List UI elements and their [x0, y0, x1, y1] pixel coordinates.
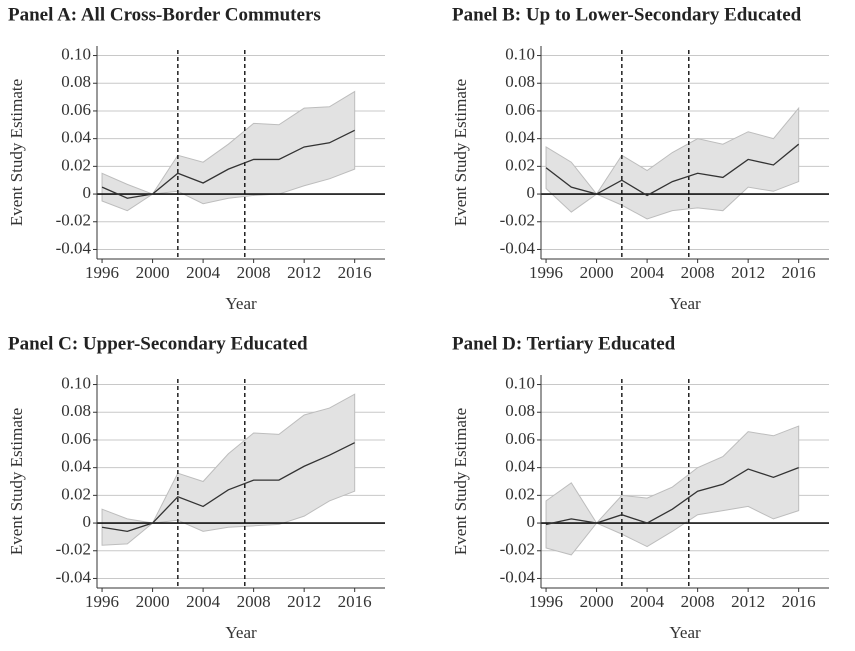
y-tick-label: 0	[83, 183, 92, 202]
y-tick-label: 0.04	[61, 128, 91, 147]
x-tick-label: 2004	[186, 592, 221, 611]
panel: Panel D: Tertiary Educated 0.10 0.08 0.06 0.…	[451, 333, 829, 642]
y-tick-label: 0	[527, 512, 536, 531]
x-tick-label: 2000	[136, 592, 170, 611]
y-tick-label: 0.02	[61, 155, 91, 174]
x-tick-label: 2008	[237, 263, 271, 282]
panel: Panel C: Upper-Secondary Educated 0.10 0.0…	[7, 333, 385, 642]
x-tick-label: 2004	[186, 263, 221, 282]
y-tick-label: 0.08	[61, 401, 91, 420]
y-tick-label: 0.06	[505, 429, 535, 448]
estimate-line	[545, 467, 799, 526]
y-axis-label: Event Study Estimate	[7, 79, 26, 226]
y-tick-label: 0.06	[61, 429, 91, 448]
x-tick-label: 2008	[681, 592, 715, 611]
y-tick-label: -0.02	[56, 211, 91, 230]
panel-title: Panel A: All Cross-Border Commuters	[8, 4, 321, 25]
y-tick-label: 0.10	[61, 373, 91, 392]
x-axis-label: Year	[225, 294, 257, 313]
y-tick-label: -0.04	[500, 567, 536, 586]
y-tick-label: -0.04	[500, 238, 536, 257]
x-tick-label: 2016	[338, 263, 372, 282]
y-axis-label: Event Study Estimate	[451, 408, 470, 555]
x-tick-label: 2000	[136, 263, 170, 282]
x-tick-label: 2008	[681, 263, 715, 282]
y-tick-label: 0.02	[61, 484, 91, 503]
confidence-band	[545, 425, 800, 556]
y-axis-label: Event Study Estimate	[451, 79, 470, 226]
x-tick-label: 2012	[731, 263, 765, 282]
y-tick-label: -0.02	[500, 211, 535, 230]
y-tick-label: 0.10	[505, 373, 535, 392]
confidence-band	[545, 106, 800, 220]
y-tick-label: -0.02	[56, 540, 91, 559]
x-tick-label: 1996	[529, 263, 563, 282]
y-tick-label: 0.08	[61, 72, 91, 91]
y-tick-label: 0.10	[505, 44, 535, 63]
panel-title: Panel B: Up to Lower-Secondary Educated	[452, 4, 802, 25]
y-tick-label: -0.04	[56, 567, 92, 586]
x-tick-label: 2016	[782, 592, 816, 611]
y-tick-label: 0.06	[505, 100, 535, 119]
x-tick-label: 2012	[731, 592, 765, 611]
x-tick-label: 2012	[287, 263, 321, 282]
y-tick-label: 0.06	[61, 100, 91, 119]
x-tick-label: 1996	[85, 592, 119, 611]
x-tick-label: 2012	[287, 592, 321, 611]
confidence-band	[101, 393, 356, 546]
panel: Panel A: All Cross-Border Commuters 0.10 0…	[7, 4, 385, 313]
y-tick-label: -0.04	[56, 238, 92, 257]
x-axis-label: Year	[669, 294, 701, 313]
estimate-line	[101, 442, 355, 533]
y-tick-label: 0	[527, 183, 536, 202]
panel-title: Panel D: Tertiary Educated	[452, 333, 676, 354]
x-axis-label: Year	[669, 623, 701, 642]
y-tick-label: 0.04	[505, 128, 535, 147]
y-axis-label: Event Study Estimate	[7, 408, 26, 555]
panel-title: Panel C: Upper-Secondary Educated	[8, 333, 308, 354]
y-tick-label: -0.02	[500, 540, 535, 559]
estimate-line	[545, 143, 800, 197]
x-tick-label: 2000	[580, 263, 614, 282]
estimate-line	[101, 129, 355, 199]
x-tick-label: 2008	[237, 592, 271, 611]
x-tick-label: 2016	[782, 263, 816, 282]
x-tick-label: 1996	[529, 592, 563, 611]
x-axis-label: Year	[225, 623, 257, 642]
y-tick-label: 0.10	[61, 44, 91, 63]
x-tick-label: 1996	[85, 263, 119, 282]
y-tick-label: 0.08	[505, 401, 535, 420]
y-tick-label: 0.04	[505, 457, 535, 476]
y-tick-label: 0.04	[61, 457, 91, 476]
x-tick-label: 2000	[580, 592, 614, 611]
panel: Panel B: Up to Lower-Secondary Educated 0…	[451, 4, 829, 313]
y-tick-label: 0.02	[505, 155, 535, 174]
y-tick-label: 0.08	[505, 72, 535, 91]
y-tick-label: 0	[83, 512, 92, 531]
x-tick-label: 2004	[630, 592, 665, 611]
confidence-band	[101, 90, 356, 212]
x-tick-label: 2016	[338, 592, 372, 611]
y-tick-label: 0.02	[505, 484, 535, 503]
x-tick-label: 2004	[630, 263, 665, 282]
